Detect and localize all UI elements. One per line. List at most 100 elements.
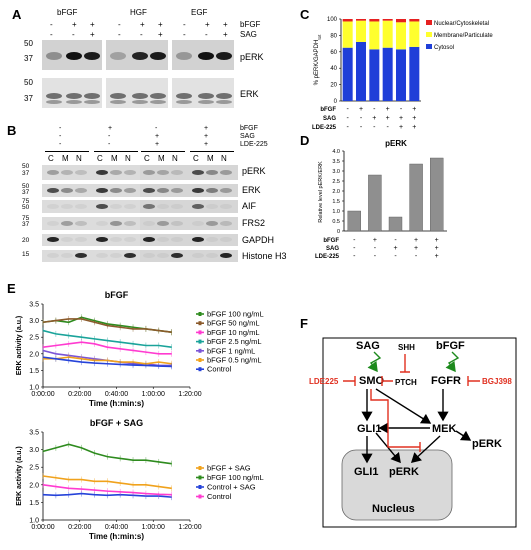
blot-band (124, 237, 136, 242)
bar-segment (356, 41, 366, 101)
series-line (42, 356, 172, 368)
treatment-sign: + (108, 125, 113, 132)
blot-band (110, 187, 122, 193)
treatment-sign: + (412, 124, 416, 131)
y-tick-label: 1.0 (29, 385, 39, 392)
legend-marker (198, 312, 202, 316)
blot-band (96, 187, 108, 193)
node-smo: SMO (359, 375, 385, 387)
erk-band (132, 93, 148, 99)
treatment-sign: + (412, 115, 416, 122)
blot-band (192, 220, 204, 226)
fraction-label: M (111, 154, 118, 163)
fraction-label: C (193, 154, 199, 163)
legend-label: Control (207, 365, 232, 374)
y-tick-label: 0 (337, 229, 340, 235)
fraction-label: M (158, 154, 165, 163)
series-line (42, 349, 172, 367)
blot-band (206, 187, 218, 193)
nucleus-label: Nucleus (372, 503, 415, 515)
treatment-sign: + (158, 20, 163, 29)
treatment-sign: + (90, 30, 95, 39)
treatment-sign: - (353, 245, 356, 252)
blot-band (171, 187, 183, 193)
blot-band (75, 203, 87, 209)
row-label: SAG (326, 246, 339, 252)
treatment-sign: - (353, 253, 356, 260)
y-tick-label: 1.5 (332, 199, 340, 205)
erk-band-lower (84, 100, 100, 104)
group-label-bfgf: bFGF (57, 8, 78, 17)
y-tick-label: 3.0 (29, 447, 39, 454)
blot-band (47, 220, 59, 226)
sag-activates-smo (367, 351, 382, 373)
blot-band (47, 253, 59, 258)
treatment-sign: - (373, 124, 376, 131)
treatment-sign: - (400, 106, 403, 113)
blot-band (124, 220, 136, 226)
bar-segment (396, 22, 406, 50)
series-line (42, 492, 172, 498)
size-marker: 37 (22, 221, 30, 228)
legend-swatch (426, 32, 432, 37)
y-axis-title-subscript: tot (317, 34, 322, 40)
treatment-sign: - (155, 125, 158, 132)
blot-band (75, 187, 87, 193)
chart-title: bFGF + SAG (90, 418, 143, 428)
blot-band (143, 237, 155, 242)
panel-label-b: B (7, 123, 17, 138)
treatment-sign: + (435, 237, 439, 244)
x-tick-label: 1:20:00 (178, 524, 201, 531)
blot-label: Histone H3 (242, 251, 287, 261)
y-tick-label: 20 (330, 83, 337, 89)
fraction-label: N (76, 154, 82, 163)
blot-band (143, 187, 155, 193)
treatment-label-sag: SAG (240, 133, 255, 140)
fraction-label: N (221, 154, 227, 163)
perk-band (132, 52, 148, 60)
mek-to-nuclear-perk (410, 435, 441, 463)
treatment-sign: + (204, 141, 209, 148)
mek-to-perk (455, 430, 472, 441)
treatment-sign: + (359, 106, 363, 113)
blot-band (157, 220, 169, 226)
blot-band (96, 237, 108, 242)
blot-band (192, 187, 204, 193)
bar (368, 174, 382, 232)
blot-band (157, 187, 169, 193)
x-axis-title: Time (h:min:s) (89, 532, 144, 541)
y-tick-label: 3.5 (29, 430, 39, 437)
shh-inhibits-ptch (400, 354, 410, 373)
blot-band (75, 237, 87, 242)
blot-band (96, 220, 108, 226)
bar-segment (342, 47, 353, 101)
legend-label: bFGF 100 ng/mL (207, 310, 264, 319)
y-tick-label: 3.5 (29, 302, 39, 309)
row-label-bfgf: bFGF (240, 20, 261, 29)
series-line (42, 316, 172, 334)
series-line (42, 341, 172, 355)
marker-37: 37 (24, 94, 33, 103)
legend-label: Nuclear/Cytoskeletal (434, 21, 489, 27)
bar (388, 216, 403, 232)
blot-label: FRS2 (242, 218, 266, 228)
blot-band (220, 220, 232, 226)
x-tick-label: 1:20:00 (178, 391, 201, 398)
blot-band (192, 203, 204, 209)
treatment-sign: + (205, 20, 210, 29)
size-marker: 50 (22, 163, 30, 170)
fraction-label: C (97, 154, 103, 163)
blot-band (206, 169, 218, 175)
treatment-sign: + (386, 115, 390, 122)
treatment-sign: + (435, 253, 439, 260)
blot-band (96, 203, 108, 209)
treatment-sign: + (155, 133, 160, 140)
legend-marker (198, 330, 202, 335)
blot-band (192, 237, 204, 242)
treatment-sign: + (414, 237, 418, 244)
size-marker: 20 (22, 237, 30, 244)
node-perk-nuclear: pERK (389, 466, 419, 478)
y-axis-title: % pERK/GAPDHtot (314, 34, 322, 85)
group-label-hgf: HGF (130, 8, 147, 17)
group-underline (45, 151, 89, 152)
